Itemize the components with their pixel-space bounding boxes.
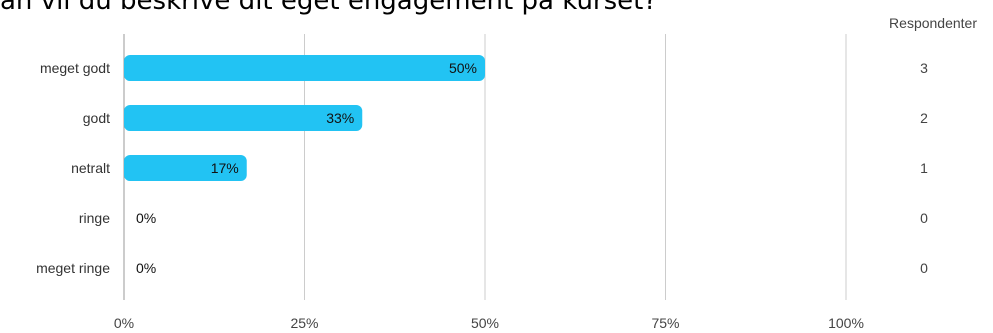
bar-value-label: 50% bbox=[449, 60, 477, 76]
bar-value-label: 33% bbox=[326, 110, 354, 126]
x-tick-label: 75% bbox=[651, 315, 679, 331]
bar-value-label: 17% bbox=[211, 160, 239, 176]
bar-value-label: 0% bbox=[136, 210, 156, 226]
x-tick-label: 0% bbox=[114, 315, 134, 331]
category-label: meget ringe bbox=[36, 260, 110, 276]
respondent-count: 0 bbox=[920, 260, 928, 276]
respondent-count: 2 bbox=[920, 110, 928, 126]
category-label: ringe bbox=[79, 210, 110, 226]
x-tick-label: 50% bbox=[471, 315, 499, 331]
chart-title: an vil du beskrive dit eget engagement p… bbox=[0, 0, 658, 16]
x-tick-label: 25% bbox=[290, 315, 318, 331]
respondent-count: 0 bbox=[920, 210, 928, 226]
bar bbox=[124, 155, 247, 181]
bar-value-label: 0% bbox=[136, 260, 156, 276]
bar bbox=[124, 55, 485, 81]
respondent-count: 1 bbox=[920, 160, 928, 176]
category-label: godt bbox=[83, 110, 110, 126]
x-tick-label: 100% bbox=[828, 315, 864, 331]
respondents-header: Respondenter bbox=[889, 15, 977, 31]
bar bbox=[124, 105, 363, 131]
category-label: meget godt bbox=[40, 60, 110, 76]
category-label: netralt bbox=[71, 160, 110, 176]
respondent-count: 3 bbox=[920, 60, 928, 76]
